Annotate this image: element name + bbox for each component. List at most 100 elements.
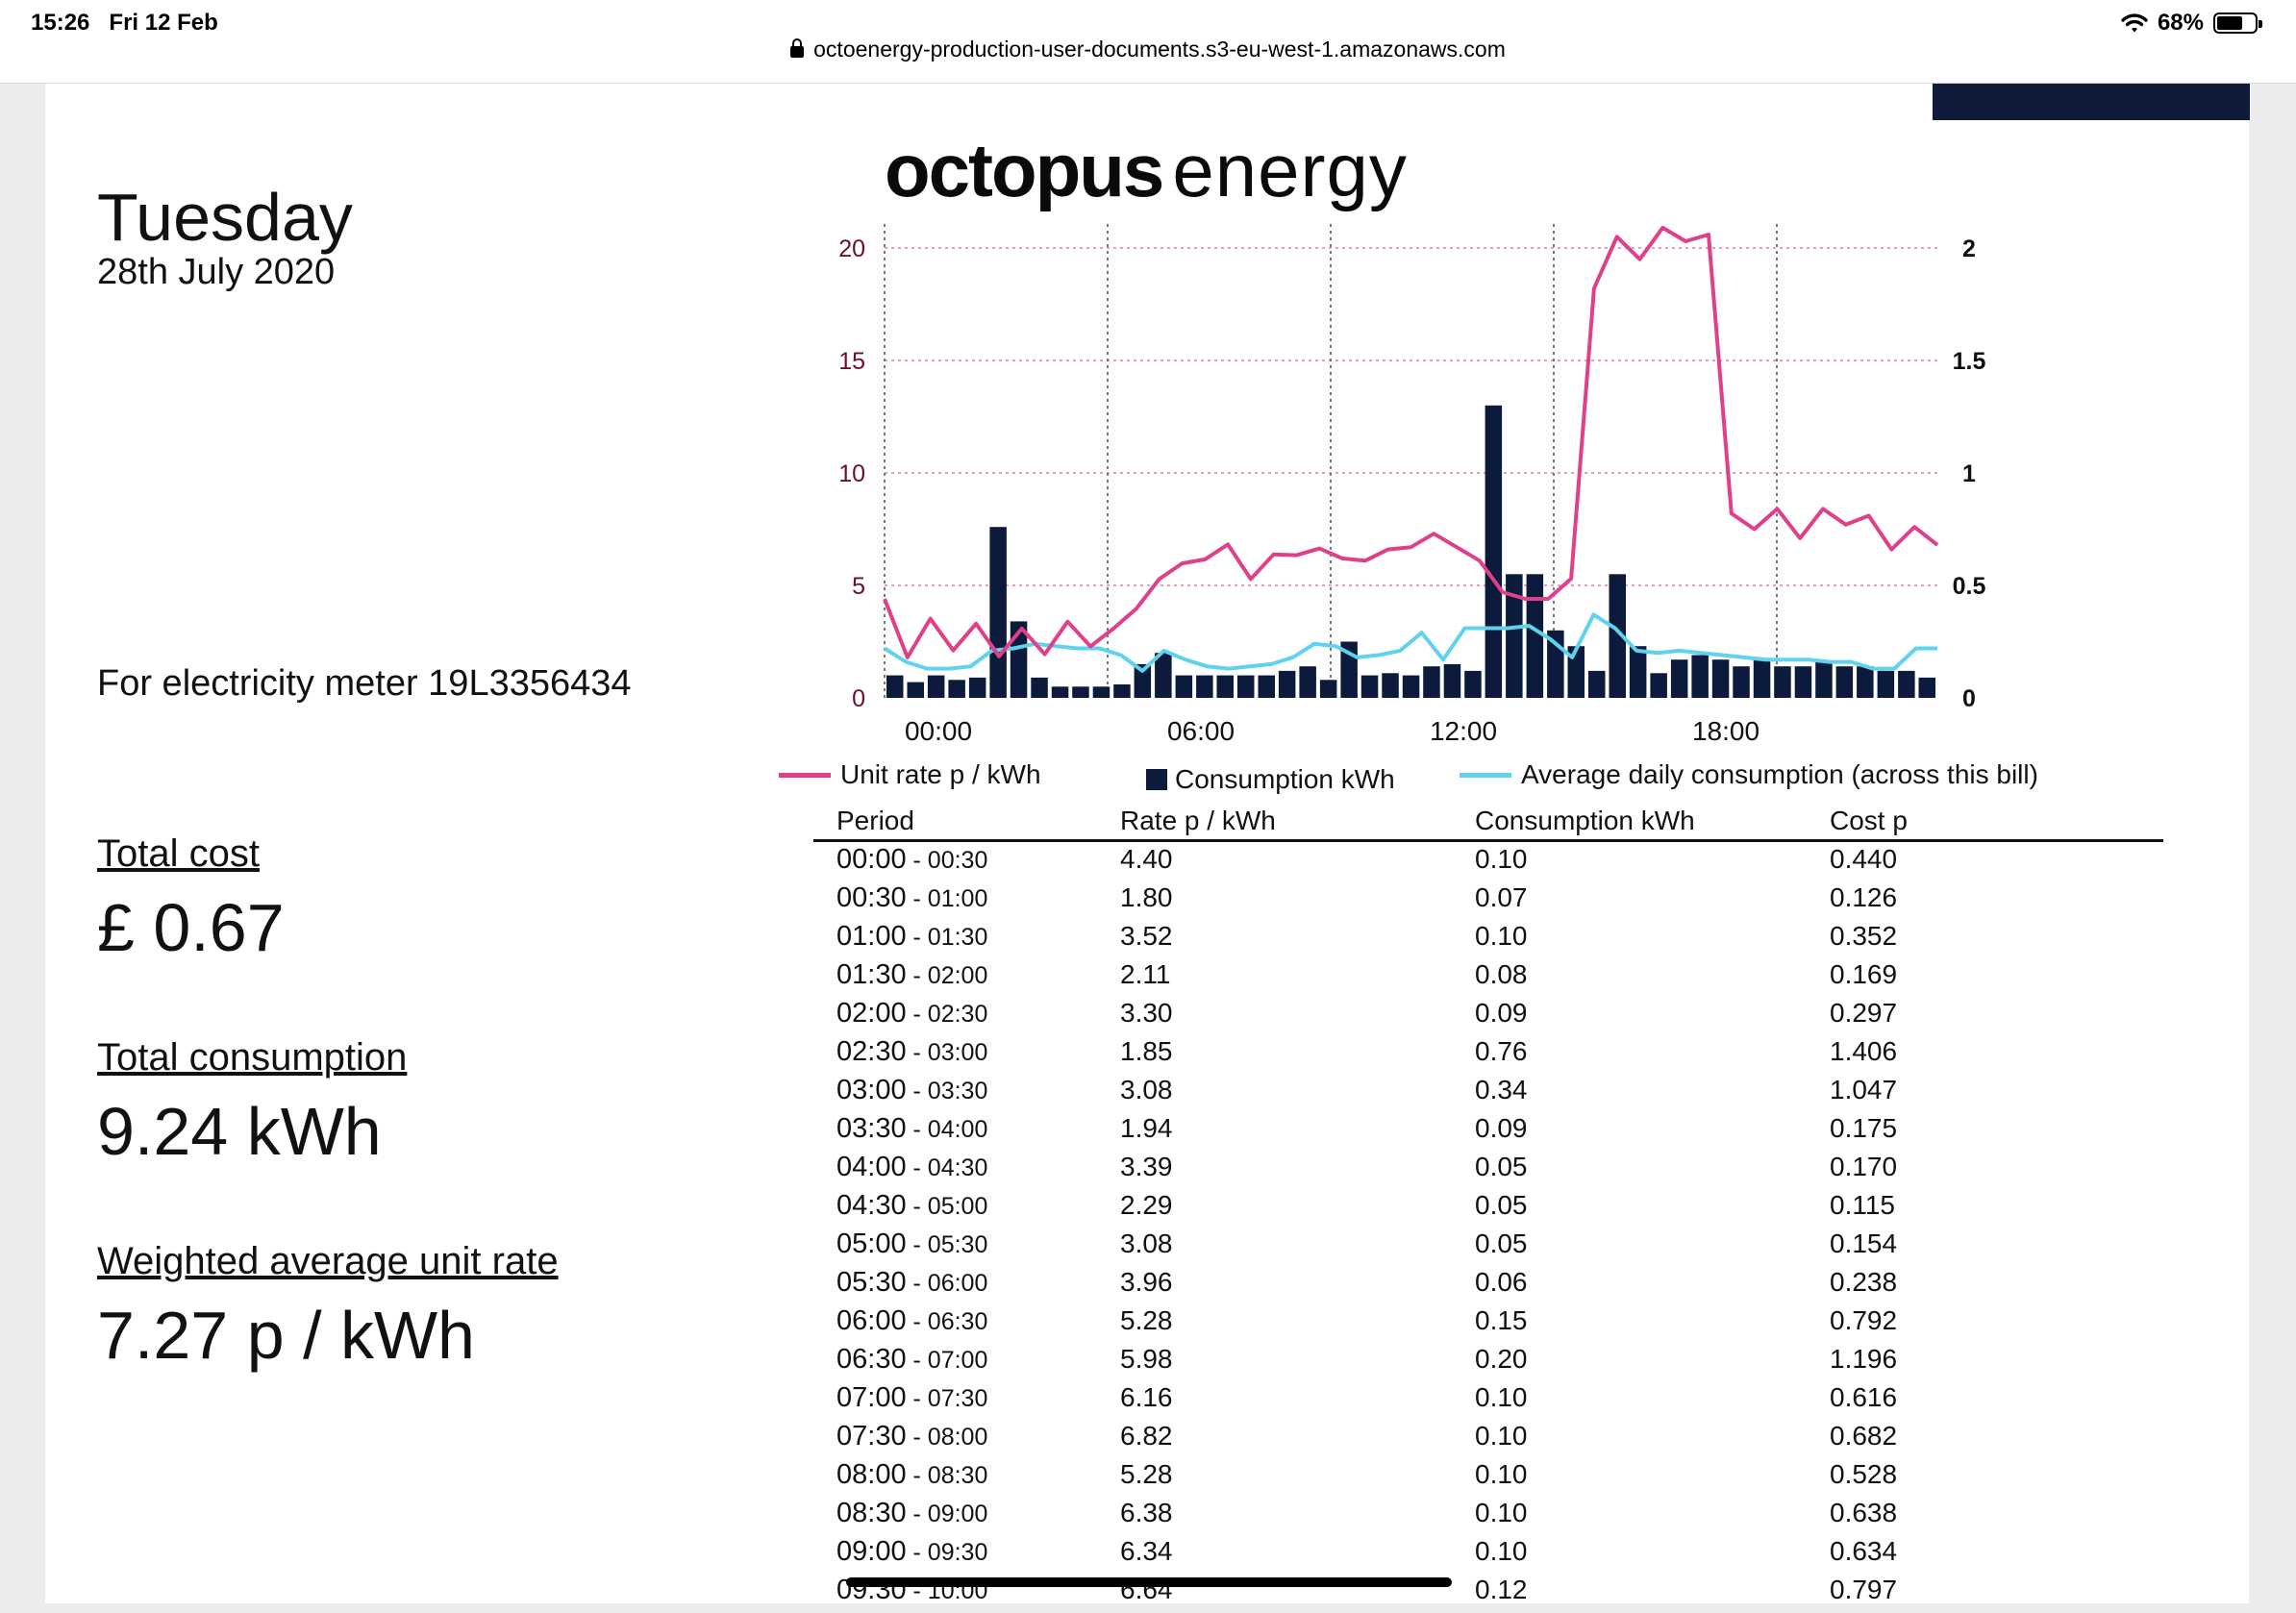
lock-icon — [790, 38, 805, 58]
th-consumption: Consumption kWh — [1475, 806, 1695, 835]
total-consumption-value: 9.24 kWh — [97, 1094, 382, 1169]
cell-rate: 3.08 — [1120, 1075, 1173, 1104]
cell-cost: 0.169 — [1830, 959, 1898, 989]
period-start: 04:00 — [836, 1152, 907, 1182]
cell-period: 04:30 - 05:00 — [836, 1190, 987, 1222]
cell-consumption: 0.06 — [1475, 1267, 1528, 1297]
cell-cost: 1.047 — [1830, 1075, 1898, 1104]
table-row: 08:00 - 08:30 5.28 0.10 0.528 — [0, 1459, 2296, 1498]
table-row: 00:30 - 01:00 1.80 0.07 0.126 — [0, 882, 2296, 921]
th-rate: Rate p / kWh — [1120, 806, 1276, 835]
cell-consumption: 0.10 — [1475, 921, 1528, 951]
period-end: - 09:30 — [906, 1539, 988, 1566]
table-row: 00:00 - 00:30 4.40 0.10 0.440 — [0, 844, 2296, 882]
table-row: 07:30 - 08:00 6.82 0.10 0.682 — [0, 1421, 2296, 1459]
table-row: 01:30 - 02:00 2.11 0.08 0.169 — [0, 959, 2296, 998]
period-start: 03:30 — [836, 1113, 907, 1144]
legend-average-label: Average daily consumption (across this b… — [1521, 759, 2038, 789]
period-end: - 03:00 — [906, 1039, 988, 1066]
cell-consumption: 0.10 — [1475, 1382, 1528, 1412]
cell-rate: 3.30 — [1120, 998, 1173, 1028]
table-row: 04:00 - 04:30 3.39 0.05 0.170 — [0, 1152, 2296, 1190]
cell-cost: 0.682 — [1830, 1421, 1898, 1451]
cell-consumption: 0.05 — [1475, 1228, 1528, 1258]
cell-consumption: 0.76 — [1475, 1036, 1528, 1066]
clock-time: 15:26 — [31, 10, 90, 36]
period-end: - 00:30 — [906, 847, 988, 874]
cell-period: 00:30 - 01:00 — [836, 882, 987, 914]
cell-cost: 0.175 — [1830, 1113, 1898, 1143]
cell-rate: 2.29 — [1120, 1190, 1173, 1220]
th-period: Period — [836, 806, 914, 835]
table-row: 06:30 - 07:00 5.98 0.20 1.196 — [0, 1344, 2296, 1382]
home-indicator[interactable] — [846, 1577, 1452, 1587]
table-row: 03:30 - 04:00 1.94 0.09 0.175 — [0, 1113, 2296, 1152]
period-end: - 02:00 — [906, 962, 988, 989]
cell-consumption: 0.09 — [1475, 1113, 1528, 1143]
period-end: - 08:00 — [906, 1424, 988, 1451]
status-time: 15:26 Fri 12 Feb — [31, 10, 218, 37]
period-start: 07:30 — [836, 1421, 907, 1452]
cell-consumption: 0.10 — [1475, 1498, 1528, 1527]
table-row: 02:30 - 03:00 1.85 0.76 1.406 — [0, 1036, 2296, 1075]
period-end: - 09:00 — [906, 1501, 988, 1527]
cell-rate: 2.11 — [1120, 959, 1171, 989]
day-title: Tuesday — [97, 180, 353, 255]
table-row: 08:30 - 09:00 6.38 0.10 0.638 — [0, 1498, 2296, 1536]
cell-consumption: 0.09 — [1475, 998, 1528, 1028]
period-start: 08:00 — [836, 1459, 907, 1490]
period-start: 07:00 — [836, 1382, 907, 1413]
cell-rate: 1.94 — [1120, 1113, 1173, 1143]
cell-rate: 6.82 — [1120, 1421, 1173, 1451]
period-start: 02:00 — [836, 998, 907, 1029]
period-end: - 07:00 — [906, 1347, 988, 1374]
table-row: 02:00 - 02:30 3.30 0.09 0.297 — [0, 998, 2296, 1036]
clock-date: Fri 12 Feb — [109, 10, 218, 36]
cell-period: 05:00 - 05:30 — [836, 1228, 987, 1260]
cell-period: 07:00 - 07:30 — [836, 1382, 987, 1414]
address-bar[interactable]: octoenergy-production-user-documents.s3-… — [0, 37, 2296, 62]
status-bar: 15:26 Fri 12 Feb 68% octoenergy-producti… — [0, 0, 2296, 84]
cell-cost: 0.126 — [1830, 882, 1898, 912]
period-start: 00:00 — [836, 844, 907, 875]
total-cost-value: £ 0.67 — [97, 890, 285, 965]
period-start: 08:30 — [836, 1498, 907, 1528]
logo-light-text: energy — [1172, 128, 1408, 212]
period-end: - 06:00 — [906, 1270, 988, 1297]
logo-bold-text: octopus — [885, 128, 1164, 212]
date-subtitle: 28th July 2020 — [97, 252, 336, 292]
cell-period: 00:00 - 00:30 — [836, 844, 987, 876]
cell-period: 02:30 - 03:00 — [836, 1036, 987, 1068]
cell-cost: 1.406 — [1830, 1036, 1898, 1066]
period-end: - 05:00 — [906, 1193, 988, 1220]
url-text[interactable]: octoenergy-production-user-documents.s3-… — [813, 37, 1506, 62]
battery-percent: 68% — [2157, 10, 2204, 36]
cell-consumption: 0.05 — [1475, 1152, 1528, 1181]
cell-period: 03:30 - 04:00 — [836, 1113, 987, 1145]
battery-icon — [2213, 12, 2262, 34]
cell-consumption: 0.10 — [1475, 1536, 1528, 1566]
cell-period: 09:00 - 09:30 — [836, 1536, 987, 1568]
cell-consumption: 0.07 — [1475, 882, 1528, 912]
cell-period: 01:00 - 01:30 — [836, 921, 987, 953]
period-start: 03:00 — [836, 1075, 907, 1105]
legend-consumption-label: Consumption kWh — [1175, 764, 1395, 794]
cell-period: 08:30 - 09:00 — [836, 1498, 987, 1529]
table-row: 07:00 - 07:30 6.16 0.10 0.616 — [0, 1382, 2296, 1421]
cell-cost: 0.352 — [1830, 921, 1898, 951]
cell-rate: 5.98 — [1120, 1344, 1173, 1374]
period-end: - 02:30 — [906, 1001, 988, 1028]
legend-average-swatch — [1460, 772, 1511, 778]
total-cost-label: Total cost — [97, 832, 260, 875]
table-row: 05:30 - 06:00 3.96 0.06 0.238 — [0, 1267, 2296, 1305]
cell-cost: 0.528 — [1830, 1459, 1898, 1489]
cell-rate: 3.08 — [1120, 1228, 1173, 1258]
table-row: 04:30 - 05:00 2.29 0.05 0.115 — [0, 1190, 2296, 1228]
cell-cost: 0.115 — [1830, 1190, 1895, 1220]
table-header-rule — [813, 839, 2163, 842]
period-end: - 06:30 — [906, 1308, 988, 1335]
cell-period: 01:30 - 02:00 — [836, 959, 987, 991]
cell-rate: 3.39 — [1120, 1152, 1173, 1181]
octopus-energy-logo: octopus energy — [885, 127, 1408, 214]
legend-average: Average daily consumption (across this b… — [1460, 759, 2038, 790]
